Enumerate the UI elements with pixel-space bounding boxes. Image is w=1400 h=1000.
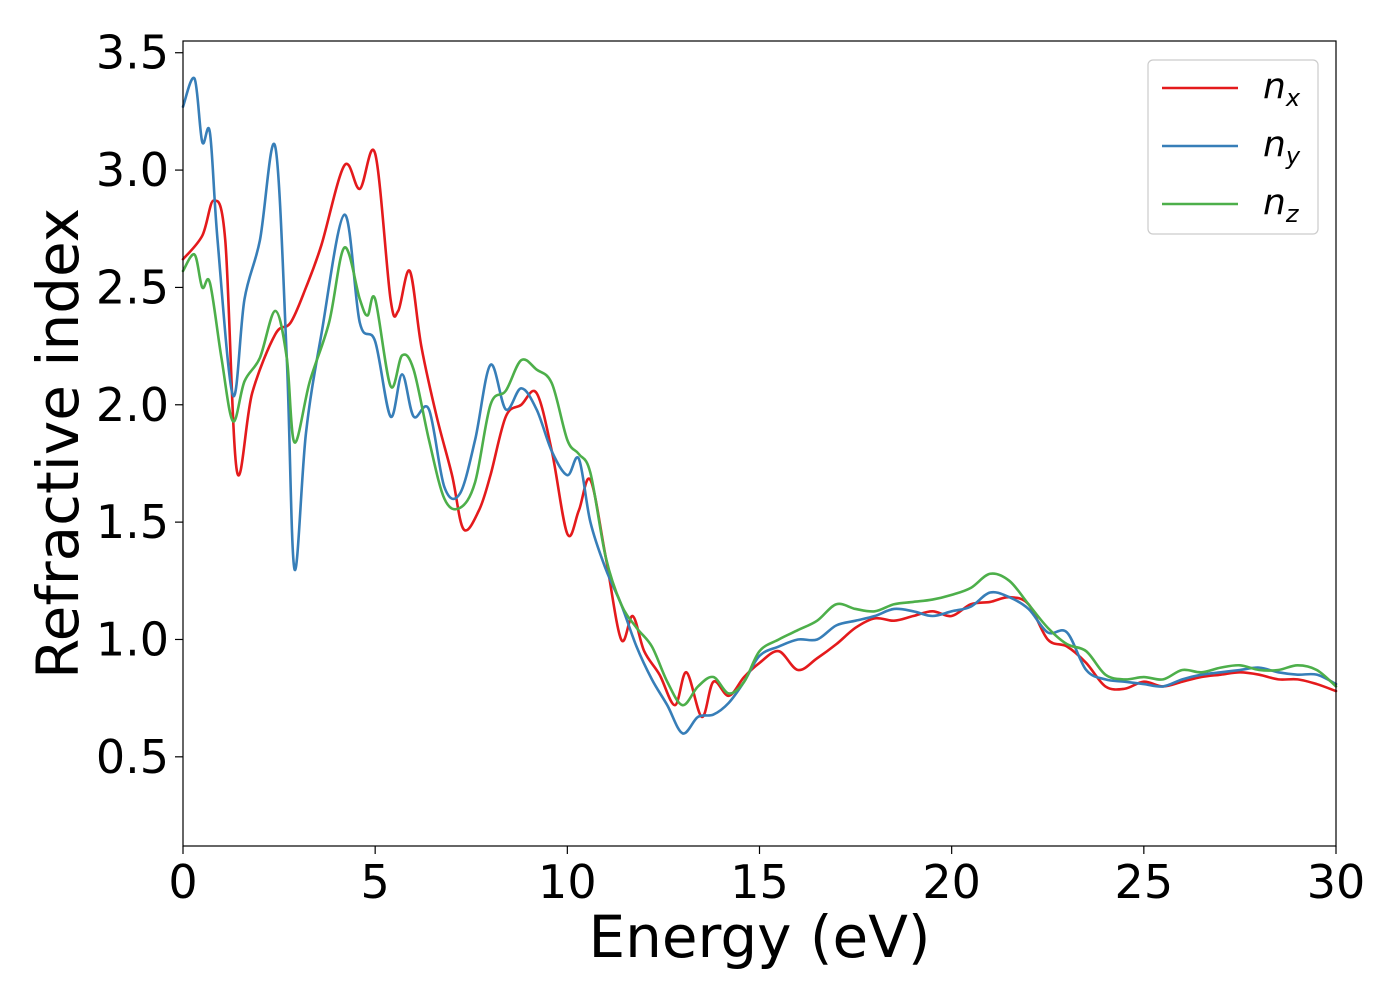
y-tick-label: 1.0 [96,612,169,666]
series-line-ny [181,76,1338,735]
plot-background [183,41,1336,846]
legend: nx ny nz [1147,59,1319,235]
x-tick-label: 5 [361,855,390,909]
y-tick-label: 3.5 [96,26,169,80]
x-axis: 0 5 10 15 20 25 30 [168,846,1365,909]
series-line-nz [181,246,1338,707]
y-axis-title: Refractive index [24,208,92,679]
y-tick-label: 3.0 [96,143,169,197]
y-tick-label: 2.0 [96,378,169,432]
x-tick-label: 25 [1115,855,1174,909]
legend-label-nx: nx [1263,66,1301,112]
x-axis-title: Energy (eV) [588,903,930,971]
y-tick-label: 1.5 [96,495,169,549]
legend-label-ny: ny [1263,124,1301,170]
x-tick-label: 15 [730,855,789,909]
y-axis: 0.5 1.0 1.5 2.0 2.5 3.0 3.5 [96,26,183,784]
y-tick-label: 0.5 [96,730,169,784]
x-tick-label: 20 [922,855,981,909]
series-lines [181,76,1338,735]
x-tick-label: 10 [538,855,597,909]
y-tick-label: 2.5 [96,260,169,314]
x-tick-label: 30 [1307,855,1366,909]
legend-label-nz: nz [1263,182,1300,228]
series-line-nx [181,148,1338,719]
x-tick-label: 0 [168,855,197,909]
